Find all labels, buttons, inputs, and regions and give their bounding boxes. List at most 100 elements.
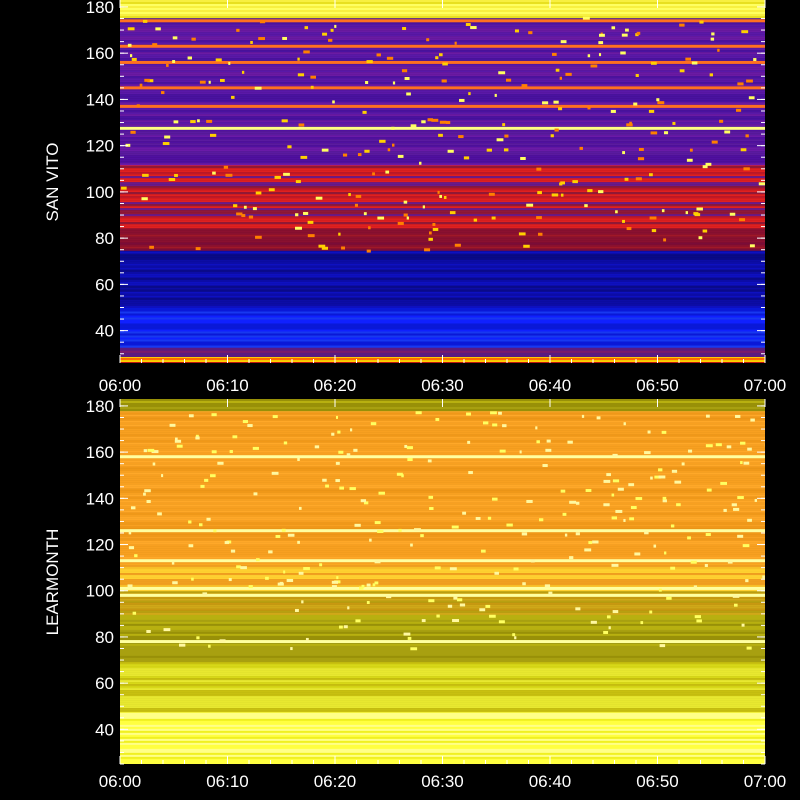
burst-speckle (635, 73, 639, 77)
burst-speckle (479, 608, 486, 612)
burst-speckle (163, 628, 171, 632)
heatmap-row (120, 682, 765, 685)
burst-speckle (518, 232, 526, 236)
burst-speckle (174, 173, 178, 177)
burst-speckle (343, 625, 348, 629)
burst-speckle (398, 528, 402, 532)
heatmap-row (120, 542, 765, 545)
heatmap-row (120, 508, 765, 511)
burst-speckle (236, 28, 240, 32)
heatmap-row (120, 94, 765, 97)
heatmap-row (120, 145, 765, 148)
heatmap-row (120, 698, 765, 701)
burst-speckle (428, 237, 433, 241)
burst-speckle (168, 178, 176, 182)
burst-speckle (733, 507, 740, 511)
burst-speckle (584, 548, 592, 552)
burst-speckle (434, 566, 441, 570)
burst-speckle (486, 148, 492, 152)
burst-speckle (420, 534, 424, 538)
burst-speckle (621, 33, 628, 37)
heatmap-row (120, 746, 765, 750)
burst-speckle (366, 583, 371, 587)
burst-speckle (542, 101, 549, 105)
heatmap-row (120, 651, 765, 655)
y-tick-label: 80 (95, 628, 114, 647)
burst-speckle (447, 604, 453, 608)
burst-speckle (463, 156, 470, 160)
burst-speckle (143, 492, 146, 496)
heatmap-row (120, 418, 765, 421)
burst-speckle (353, 448, 358, 452)
burst-speckle (164, 135, 171, 139)
burst-speckle (741, 623, 745, 627)
burst-speckle (191, 577, 194, 581)
burst-speckle (271, 471, 279, 475)
burst-speckle (252, 207, 257, 211)
heatmap-row (120, 724, 765, 728)
burst-speckle (130, 506, 136, 510)
heatmap-row (120, 124, 765, 127)
burst-speckle (366, 249, 371, 253)
heatmap-row (120, 331, 765, 334)
burst-speckle (467, 440, 471, 444)
heatmap-row (120, 196, 765, 199)
heatmap-row (120, 297, 765, 300)
burst-speckle (535, 426, 538, 430)
burst-speckle (176, 444, 183, 448)
heatmap-row (120, 110, 765, 113)
burst-speckle (155, 27, 161, 31)
heatmap-row (120, 692, 765, 695)
burst-speckle (144, 489, 151, 493)
heatmap-row (120, 10, 765, 13)
heatmap-row (120, 490, 765, 493)
burst-speckle (147, 448, 155, 452)
burst-speckle (161, 91, 165, 95)
heatmap-row (120, 428, 765, 431)
heatmap-row (120, 730, 765, 734)
burst-speckle (144, 78, 150, 82)
heatmap-row (120, 163, 765, 166)
heatmap-row (120, 277, 765, 280)
burst-speckle (651, 229, 657, 233)
burst-speckle (421, 120, 426, 124)
burst-speckle (368, 226, 371, 230)
burst-speckle (377, 216, 385, 220)
burst-speckle (691, 61, 698, 65)
burst-speckle (374, 581, 379, 585)
burst-speckle (670, 566, 676, 570)
burst-speckle (339, 486, 345, 490)
heatmap-row (120, 668, 765, 671)
heatmap-row (120, 666, 765, 669)
burst-speckle (496, 138, 504, 142)
burst-speckle (403, 200, 408, 204)
heatmap-row (120, 346, 765, 350)
burst-speckle (225, 173, 233, 177)
heatmap-row (120, 540, 765, 543)
burst-speckle (702, 229, 708, 233)
burst-speckle (243, 205, 247, 209)
heatmap-row (120, 261, 765, 264)
heatmap-row (120, 350, 765, 354)
emission-line (120, 586, 765, 590)
burst-speckle (407, 457, 413, 461)
heatmap-row (120, 440, 765, 443)
heatmap-row (120, 704, 765, 707)
x-tick-label: 06:30 (421, 376, 464, 395)
burst-speckle (211, 450, 217, 454)
heatmap-row (120, 534, 765, 537)
heatmap-row (120, 589, 765, 592)
y-tick-label: 60 (95, 275, 114, 294)
burst-speckle (281, 119, 288, 123)
heatmap-row (120, 180, 765, 183)
heatmap-row (120, 137, 765, 140)
burst-speckle (630, 506, 637, 510)
burst-speckle (127, 43, 132, 47)
heatmap-row (120, 327, 765, 330)
heatmap-row (120, 722, 765, 726)
burst-speckle (615, 509, 623, 513)
heatmap-row (120, 571, 765, 574)
heatmap-row (120, 696, 765, 699)
burst-speckle (236, 565, 241, 569)
burst-speckle (374, 521, 381, 525)
